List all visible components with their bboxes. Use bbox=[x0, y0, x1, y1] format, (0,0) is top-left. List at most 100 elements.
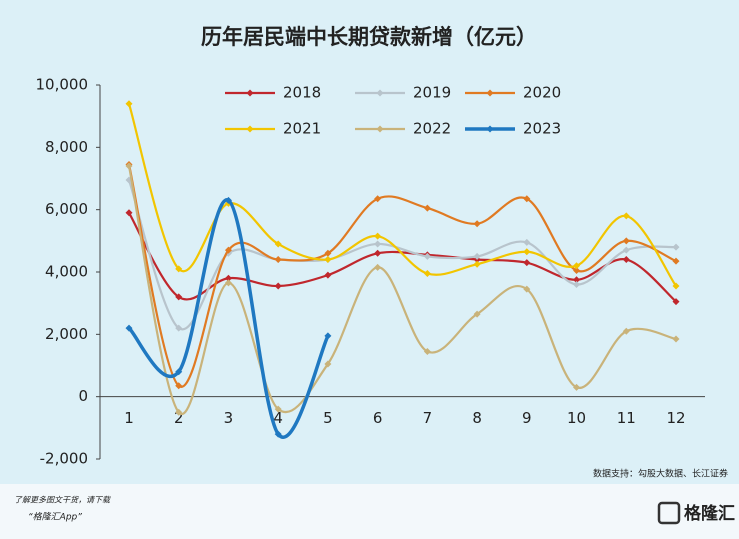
y-tick-label: 2,000 bbox=[45, 325, 88, 343]
marker bbox=[125, 162, 133, 170]
marker bbox=[324, 360, 332, 368]
marker bbox=[622, 256, 630, 264]
legend-marker bbox=[486, 89, 494, 97]
chart-background bbox=[0, 0, 739, 484]
marker bbox=[324, 256, 332, 264]
legend-marker bbox=[486, 125, 494, 133]
marker bbox=[573, 266, 581, 274]
marker bbox=[473, 252, 481, 260]
legend-label: 2018 bbox=[283, 84, 321, 102]
marker bbox=[573, 276, 581, 284]
marker bbox=[374, 240, 382, 248]
y-tick-label: 6,000 bbox=[45, 200, 88, 218]
marker bbox=[324, 332, 332, 340]
legend-marker bbox=[376, 89, 384, 97]
marker bbox=[374, 249, 382, 257]
marker bbox=[274, 240, 282, 248]
chart-title: 历年居民端中长期贷款新增（亿元） bbox=[201, 25, 537, 49]
series-line bbox=[127, 198, 330, 439]
x-tick-label: 11 bbox=[617, 409, 636, 427]
logo-icon bbox=[657, 501, 681, 525]
series-line bbox=[127, 103, 677, 287]
footer-line: 了解更多图文干货，请下载 bbox=[14, 496, 111, 505]
marker bbox=[274, 282, 282, 290]
x-tick-label: 12 bbox=[666, 409, 685, 427]
x-tick-label: 10 bbox=[567, 409, 586, 427]
x-tick-label: 9 bbox=[522, 409, 532, 427]
legend-label: 2021 bbox=[283, 120, 321, 138]
marker bbox=[423, 347, 431, 355]
footer-line: “格隆汇App” bbox=[28, 512, 82, 523]
x-tick-label: 2 bbox=[174, 409, 184, 427]
y-tick-label: 4,000 bbox=[45, 263, 88, 281]
marker bbox=[473, 260, 481, 268]
marker bbox=[274, 430, 282, 438]
marker bbox=[672, 335, 680, 343]
marker bbox=[573, 262, 581, 270]
marker bbox=[125, 100, 133, 108]
marker bbox=[224, 279, 232, 287]
marker bbox=[423, 270, 431, 278]
marker bbox=[622, 327, 630, 335]
marker bbox=[224, 274, 232, 282]
marker bbox=[622, 246, 630, 254]
logo: 格隆汇 bbox=[684, 503, 735, 524]
legend-label: 2019 bbox=[413, 84, 451, 102]
x-tick-label: 1 bbox=[124, 409, 134, 427]
x-tick-label: 6 bbox=[373, 409, 383, 427]
marker bbox=[573, 383, 581, 391]
y-tick-label: 8,000 bbox=[45, 138, 88, 156]
series-line bbox=[127, 165, 677, 416]
marker bbox=[374, 263, 382, 271]
marker bbox=[672, 243, 680, 251]
marker bbox=[374, 195, 382, 203]
marker bbox=[523, 248, 531, 256]
x-tick-label: 8 bbox=[472, 409, 482, 427]
marker bbox=[274, 405, 282, 413]
legend-label: 2023 bbox=[523, 120, 561, 138]
y-tick-label: 10,000 bbox=[36, 76, 89, 94]
x-tick-label: 4 bbox=[273, 409, 283, 427]
marker bbox=[523, 285, 531, 293]
marker bbox=[523, 195, 531, 203]
legend-label: 2022 bbox=[413, 120, 451, 138]
marker bbox=[672, 257, 680, 265]
x-tick-label: 3 bbox=[224, 409, 234, 427]
marker bbox=[224, 196, 232, 204]
marker bbox=[175, 324, 183, 332]
marker bbox=[175, 265, 183, 273]
marker bbox=[324, 249, 332, 257]
marker bbox=[423, 204, 431, 212]
marker bbox=[125, 324, 133, 332]
y-tick-label: 0 bbox=[78, 387, 88, 405]
marker bbox=[125, 209, 133, 217]
marker bbox=[523, 259, 531, 267]
legend-marker bbox=[246, 125, 254, 133]
marker bbox=[175, 293, 183, 301]
marker bbox=[423, 252, 431, 260]
footer-background bbox=[0, 484, 739, 539]
marker bbox=[573, 280, 581, 288]
marker bbox=[175, 368, 183, 376]
x-tick-label: 5 bbox=[323, 409, 333, 427]
legend-marker bbox=[246, 89, 254, 97]
legend-label: 2020 bbox=[523, 84, 561, 102]
marker bbox=[672, 298, 680, 306]
x-tick-label: 7 bbox=[423, 409, 433, 427]
marker bbox=[622, 237, 630, 245]
marker bbox=[523, 238, 531, 246]
source: 数据支持：勾股大数据、长江证券 bbox=[593, 468, 728, 480]
marker bbox=[175, 408, 183, 416]
marker bbox=[374, 232, 382, 240]
marker bbox=[473, 310, 481, 318]
marker bbox=[622, 212, 630, 220]
marker bbox=[473, 220, 481, 228]
legend-marker bbox=[376, 125, 384, 133]
marker bbox=[224, 246, 232, 254]
marker bbox=[324, 271, 332, 279]
marker bbox=[274, 256, 282, 264]
y-tick-label: -2,000 bbox=[40, 450, 88, 468]
marker bbox=[672, 282, 680, 290]
marker bbox=[175, 382, 183, 390]
